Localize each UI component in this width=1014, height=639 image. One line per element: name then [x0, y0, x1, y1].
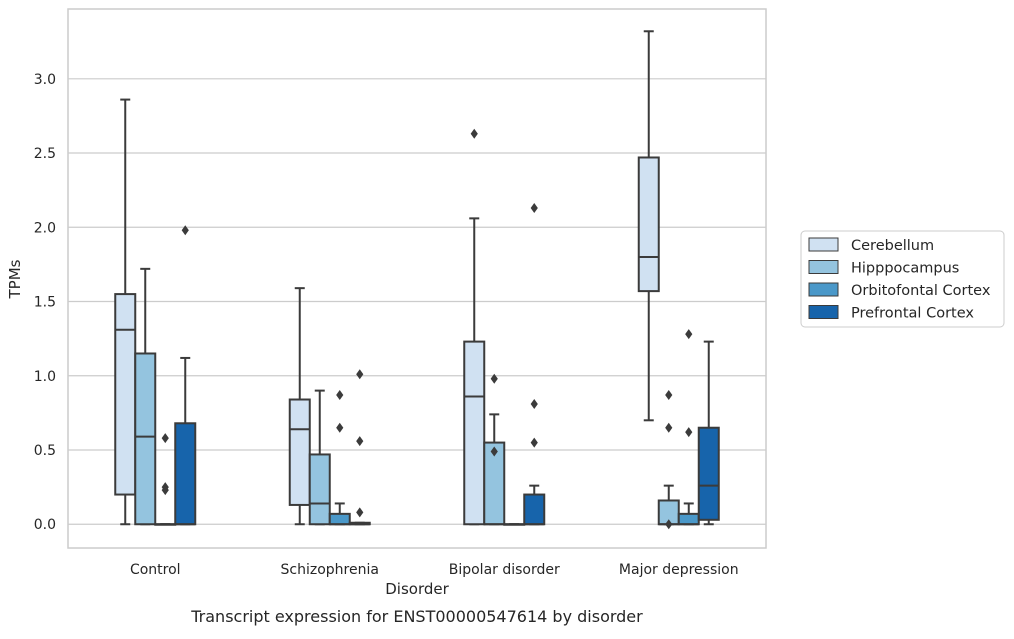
y-tick-label: 1.5: [34, 295, 56, 311]
legend-label: Cerebellum: [851, 238, 934, 254]
box-plot: [308, 389, 331, 526]
box-plot: [348, 369, 371, 526]
outlier-point: [161, 485, 169, 496]
box: [174, 422, 197, 526]
box: [328, 512, 351, 526]
legend-label: Orbitofontal Cortex: [851, 283, 991, 299]
box: [697, 426, 720, 521]
x-tick-label: Control: [130, 562, 181, 578]
outlier-point: [356, 507, 364, 518]
x-tick-labels: Control Schizophrenia Bipolar disorder Majo…: [130, 562, 739, 578]
outlier-point: [161, 433, 169, 444]
outlier-point: [530, 398, 538, 409]
box: [463, 340, 486, 526]
box-plot: [288, 287, 311, 526]
outlier-point: [470, 128, 478, 139]
x-tick-label: Schizophrenia: [281, 562, 379, 578]
box-plots: [114, 30, 720, 530]
box-plot: [677, 329, 700, 526]
outlier-point: [685, 329, 693, 340]
box: [677, 512, 700, 526]
box-plot: [328, 390, 351, 526]
legend-swatch: [808, 282, 839, 297]
box-plot: [174, 225, 197, 526]
outlier-point: [530, 437, 538, 448]
outlier-point: [356, 436, 364, 447]
box: [523, 493, 546, 526]
legend-swatch: [808, 237, 839, 252]
x-tick-label: Major depression: [619, 562, 739, 578]
y-tick-labels: 0.0 0.5 1.0 1.5 2.0 2.5 3.0: [34, 72, 56, 533]
outlier-point: [665, 390, 673, 401]
legend-label: Hipppocampus: [851, 261, 959, 277]
box: [288, 398, 311, 506]
gridlines: [68, 78, 766, 525]
figure-caption: Transcript expression for ENST0000054761…: [190, 607, 643, 626]
outlier-point: [356, 369, 364, 380]
legend-label: Prefrontal Cortex: [851, 306, 974, 322]
y-axis-title: TPMs: [6, 259, 24, 299]
outlier-point: [336, 390, 344, 401]
box: [308, 453, 331, 526]
box-plot: [463, 128, 486, 526]
legend: Cerebellum Hipppocampus Orbitofontal Corte…: [800, 230, 1005, 328]
box-plot: [114, 98, 137, 526]
legend-swatch: [808, 305, 839, 319]
outlier-point: [530, 202, 538, 213]
box: [637, 156, 660, 293]
y-tick-label: 0.5: [34, 443, 56, 459]
box: [134, 352, 157, 526]
outlier-point: [490, 373, 498, 384]
box-plot: [637, 30, 660, 422]
box-plot: [657, 390, 680, 530]
box-plot: [134, 267, 157, 526]
box-plot: [154, 433, 177, 526]
outlier-point: [665, 422, 673, 433]
outlier-point: [665, 519, 673, 530]
outlier-point: [181, 225, 189, 236]
box-plot: [483, 373, 506, 526]
box-plot: [697, 340, 720, 526]
legend-swatch: [808, 260, 839, 274]
box-plot: [503, 523, 526, 526]
plot-area: [67, 8, 767, 549]
outlier-point: [685, 427, 693, 438]
y-tick-label: 1.0: [34, 369, 56, 385]
x-tick-label: Bipolar disorder: [449, 562, 560, 578]
y-tick-label: 2.5: [34, 146, 56, 162]
y-tick-label: 0.0: [34, 517, 56, 533]
y-tick-label: 3.0: [34, 72, 56, 88]
outlier-point: [490, 446, 498, 457]
legend-frame: [800, 230, 1005, 328]
box-plot: [523, 202, 546, 526]
outlier-point: [336, 422, 344, 433]
box: [114, 293, 137, 496]
y-tick-label: 2.0: [34, 220, 56, 236]
x-axis-title: Disorder: [385, 580, 449, 598]
